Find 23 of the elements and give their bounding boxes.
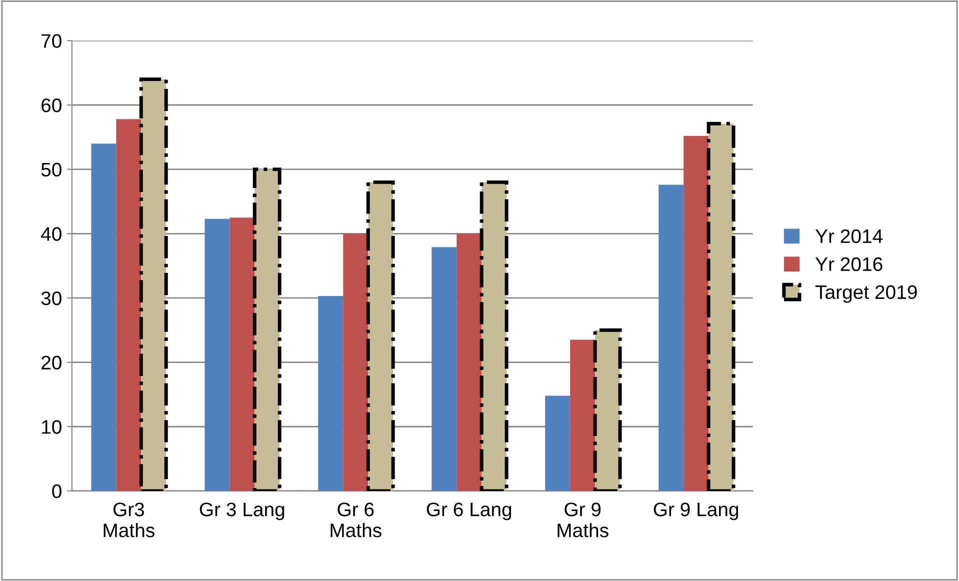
x-tick-label: Gr 9 Maths xyxy=(558,502,608,538)
y-tick-label: 40 xyxy=(41,227,62,241)
y-tick-label: 50 xyxy=(41,162,62,177)
x-tick-label: Gr 9 Lang xyxy=(654,502,738,520)
bar xyxy=(658,184,684,491)
y-tick-label: 20 xyxy=(42,356,62,370)
y-tick-label: 30 xyxy=(41,291,62,306)
bar xyxy=(432,247,457,491)
x-tick-label: Gr 3 Lang xyxy=(200,502,284,520)
y-tick-label: 60 xyxy=(42,98,62,112)
bar xyxy=(91,144,116,491)
bar xyxy=(545,396,570,491)
x-tick-label: Gr 6 Lang xyxy=(426,502,512,520)
y-tick-label: 70 xyxy=(42,34,62,48)
y-tick-label: 10 xyxy=(42,420,62,434)
legend-label: Yr 2016 xyxy=(815,257,882,272)
x-tick-label: Gr3 Maths xyxy=(104,502,154,538)
bar xyxy=(318,296,344,491)
legend-label: Yr 2014 xyxy=(815,229,883,244)
bar xyxy=(204,218,230,491)
legend-label: Target 2019 xyxy=(815,285,917,303)
x-tick-label: Gr 6 Maths xyxy=(330,502,382,538)
y-tick-label: 0 xyxy=(52,484,62,498)
